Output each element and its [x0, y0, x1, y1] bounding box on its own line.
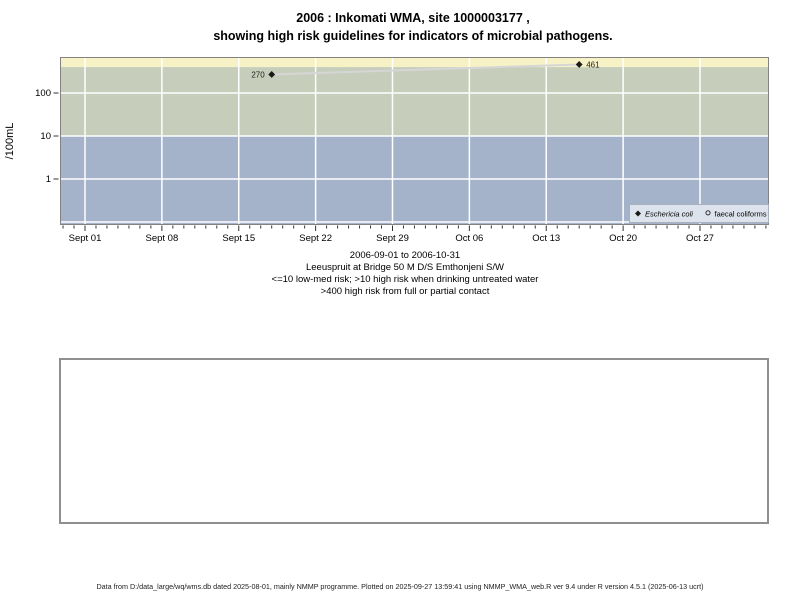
caption-risk-note-drinking: <=10 low-med risk; >10 high risk when dr… — [271, 274, 539, 285]
x-tick-label: Sept 01 — [69, 233, 102, 244]
data-point-label: 270 — [251, 70, 265, 79]
x-tick-label: Sept 08 — [145, 233, 178, 244]
legend-label-eschericia-coli: Eschericia coli — [645, 209, 693, 218]
data-point-marker-eschericia-coli — [268, 71, 276, 78]
caption-date-range: 2006-09-01 to 2006-10-31 — [349, 250, 461, 261]
y-axis-title: /100mL — [4, 123, 16, 160]
y-tick-label: 10 — [40, 131, 51, 142]
caption-site-name: Leeuspruit at Bridge 50 M D/S Emthonjeni… — [305, 262, 504, 273]
chart-plot: 270 461 Sept 01 Sept 08 Sept 15 Sept 22 Sept 2… — [4, 57, 769, 244]
data-point-marker-eschericia-coli — [575, 61, 583, 68]
chart-caption: 2006-09-01 to 2006-10-31 Leeuspruit at B… — [0, 250, 800, 298]
chart-title: 2006 : Inkomati WMA, site 1000003177 , s… — [0, 9, 800, 45]
chart-title-line1: 2006 : Inkomati WMA, site 1000003177 , — [296, 11, 530, 25]
risk-band-above-400 — [60, 57, 769, 68]
legend-marker-filled-diamond-icon — [635, 210, 641, 217]
legend-label-faecal-coliforms: faecal coliforms — [715, 209, 767, 218]
y-tick-label: 1 — [46, 174, 51, 185]
empty-panel — [59, 358, 769, 524]
legend-box — [629, 204, 769, 223]
plot-border — [60, 57, 769, 225]
chart-title-line2: showing high risk guidelines for indicat… — [213, 29, 613, 43]
x-tick-label: Oct 06 — [455, 233, 483, 244]
x-tick-label: Oct 13 — [532, 233, 560, 244]
series-line-eschericia-coli — [271, 63, 580, 76]
x-tick-label: Sept 29 — [376, 233, 409, 244]
legend-marker-open-circle-icon — [705, 210, 711, 216]
y-tick-label: 100 — [35, 88, 51, 99]
data-point-label: 461 — [586, 60, 600, 69]
footer-text: Data from D:/data_large/wq/wms.db dated … — [96, 582, 704, 591]
x-tick-label: Sept 22 — [299, 233, 332, 244]
x-tick-label: Oct 20 — [609, 233, 637, 244]
x-tick-label: Sept 15 — [222, 233, 255, 244]
caption-risk-note-contact: >400 high risk from full or partial cont… — [320, 286, 490, 297]
x-tick-label: Oct 27 — [686, 233, 714, 244]
risk-band-10-to-400 — [60, 67, 769, 136]
